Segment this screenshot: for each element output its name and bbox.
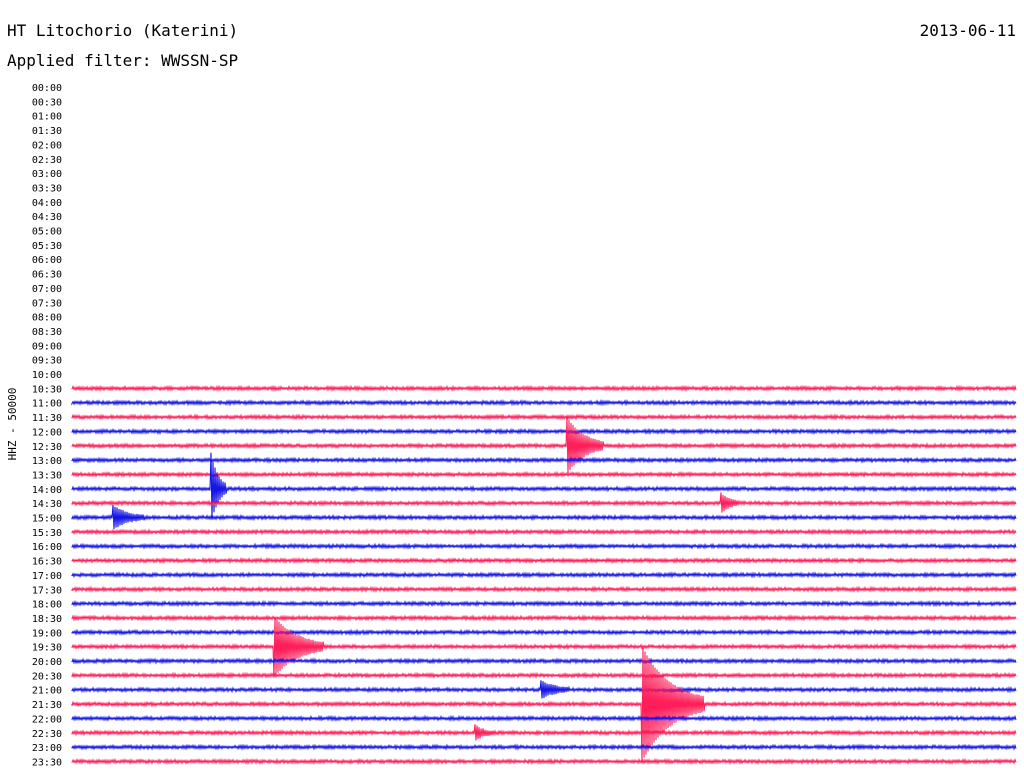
trace-2100	[71, 680, 1017, 699]
trace-2200	[71, 714, 1017, 723]
time-label: 23:30	[32, 757, 62, 768]
time-label: 20:30	[32, 671, 62, 682]
trace-2030	[71, 671, 1017, 680]
trace-2000	[71, 657, 1017, 665]
trace-1300	[71, 456, 1017, 464]
time-label: 03:00	[32, 169, 62, 180]
time-label: 16:30	[32, 557, 62, 568]
time-label: 19:30	[32, 643, 62, 654]
time-label: 18:30	[32, 614, 62, 625]
trace-1800	[71, 599, 1017, 608]
time-label: 00:30	[32, 97, 62, 108]
time-label: 07:30	[32, 298, 62, 309]
time-label: 10:00	[32, 370, 62, 381]
time-label: 06:30	[32, 270, 62, 281]
time-label: 05:00	[32, 227, 62, 238]
time-label: 03:30	[32, 183, 62, 194]
time-label: 17:30	[32, 585, 62, 596]
trace-1730	[71, 585, 1017, 593]
trace-1900	[71, 628, 1017, 637]
filter-label: Applied filter: WWSSN-SP	[7, 51, 238, 70]
trace-1700	[71, 571, 1017, 579]
time-label: 22:00	[32, 714, 62, 725]
time-label: 09:30	[32, 356, 62, 367]
station-title: HT Litochorio (Katerini)	[7, 21, 238, 40]
time-label: 17:00	[32, 571, 62, 582]
time-label: 21:00	[32, 686, 62, 697]
time-label: 04:30	[32, 212, 62, 223]
time-label: 08:30	[32, 327, 62, 338]
y-axis-label: HHZ - 50000	[6, 388, 19, 461]
time-label: 21:30	[32, 700, 62, 711]
time-label: 16:00	[32, 542, 62, 553]
trace-1230	[71, 417, 1017, 473]
time-label: 19:00	[32, 628, 62, 639]
trace-2300	[71, 743, 1017, 751]
time-label: 12:00	[32, 427, 62, 438]
time-label: 05:30	[32, 241, 62, 252]
time-label: 11:00	[32, 399, 62, 410]
trace-1500	[71, 505, 1017, 530]
time-label: 15:00	[32, 514, 62, 525]
trace-1930	[71, 617, 1017, 678]
trace-1030	[71, 384, 1017, 393]
seismic-traces	[71, 384, 1017, 766]
trace-1830	[71, 614, 1017, 622]
time-label: 13:00	[32, 456, 62, 467]
trace-1200	[71, 427, 1017, 436]
time-label: 14:30	[32, 499, 62, 510]
trace-1100	[71, 398, 1017, 407]
trace-2230	[71, 724, 1017, 741]
trace-1430	[71, 492, 1017, 513]
time-label: 10:30	[32, 384, 62, 395]
time-label: 04:00	[32, 198, 62, 209]
time-label: 12:30	[32, 442, 62, 453]
time-label: 07:00	[32, 284, 62, 295]
trace-1630	[71, 556, 1017, 565]
time-label: 00:00	[32, 83, 62, 94]
time-label: 11:30	[32, 413, 62, 424]
time-label: 08:00	[32, 313, 62, 324]
time-label: 20:00	[32, 657, 62, 668]
time-label: 13:30	[32, 470, 62, 481]
trace-1130	[71, 413, 1017, 421]
time-label: 09:00	[32, 341, 62, 352]
time-label: 01:00	[32, 112, 62, 123]
trace-2330	[71, 757, 1017, 766]
time-label: 02:00	[32, 140, 62, 151]
trace-1400	[71, 452, 1017, 520]
trace-1530	[71, 528, 1017, 536]
time-label: 06:00	[32, 255, 62, 266]
time-label: 14:00	[32, 485, 62, 496]
trace-2130	[71, 647, 1017, 762]
time-label: 23:00	[32, 743, 62, 754]
date-label: 2013-06-11	[920, 21, 1016, 40]
trace-1330	[71, 470, 1017, 479]
time-label: 18:00	[32, 600, 62, 611]
time-label: 22:30	[32, 729, 62, 740]
time-label: 01:30	[32, 126, 62, 137]
time-label: 15:30	[32, 528, 62, 539]
time-label: 02:30	[32, 155, 62, 166]
time-tick-labels: 00:00 00:30 01:00 01:30 02:00 02:30 03:00 03:30…	[32, 83, 62, 768]
trace-1600	[71, 542, 1017, 550]
